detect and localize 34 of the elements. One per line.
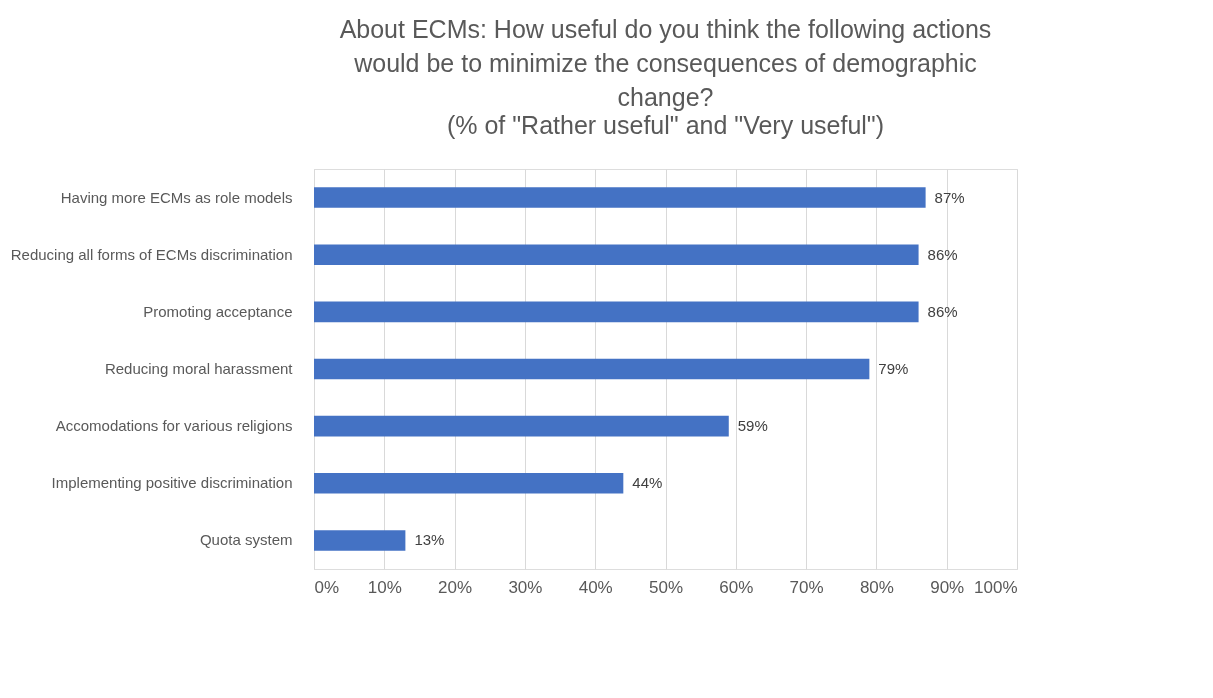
bar: [314, 301, 919, 323]
bar: [314, 415, 729, 437]
bar: [314, 530, 406, 551]
x-tick-label: 90%: [930, 577, 965, 597]
data-label: 87%: [934, 188, 965, 206]
data-label: 86%: [927, 302, 958, 320]
y-tick-label: Reducing all forms of ECMs discrimination: [10, 245, 293, 263]
data-label: 86%: [927, 245, 958, 263]
chart-subtitle: (% of "Rather useful" and "Very useful"): [446, 111, 885, 139]
x-tick-label: 10%: [367, 577, 402, 597]
y-tick-label: Reducing moral harassment: [104, 360, 294, 377]
y-tick-label: Having more ECMs as role models: [60, 188, 293, 206]
y-tick-label: Implementing positive discrimination: [51, 474, 293, 492]
data-label: 13%: [414, 531, 445, 549]
bar: [314, 187, 926, 208]
bar: [314, 473, 624, 494]
y-tick-label: Accomodations for various religions: [55, 417, 293, 435]
y-tick-label: Promoting acceptance: [143, 302, 293, 320]
chart-title: About ECMs: How useful do you think the following actions would be to minimize the consequences of demographic change?: [339, 15, 992, 111]
x-tick-label: 30%: [508, 577, 543, 597]
x-tick-label: 0%: [314, 577, 340, 597]
x-tick-label: 20%: [438, 577, 473, 597]
bar: [314, 358, 870, 380]
x-tick-label: 100%: [974, 577, 1018, 597]
data-label: 79%: [878, 360, 909, 377]
x-tick-label: 80%: [859, 577, 894, 597]
x-tick-label: 60%: [719, 577, 754, 597]
bar: [314, 244, 919, 265]
x-tick-label: 40%: [578, 577, 613, 597]
x-tick-label: 70%: [789, 577, 824, 597]
y-tick-label: Quota system: [199, 531, 293, 549]
data-label: 44%: [632, 474, 663, 492]
x-tick-label: 50%: [648, 577, 684, 597]
data-label: 59%: [737, 417, 768, 435]
